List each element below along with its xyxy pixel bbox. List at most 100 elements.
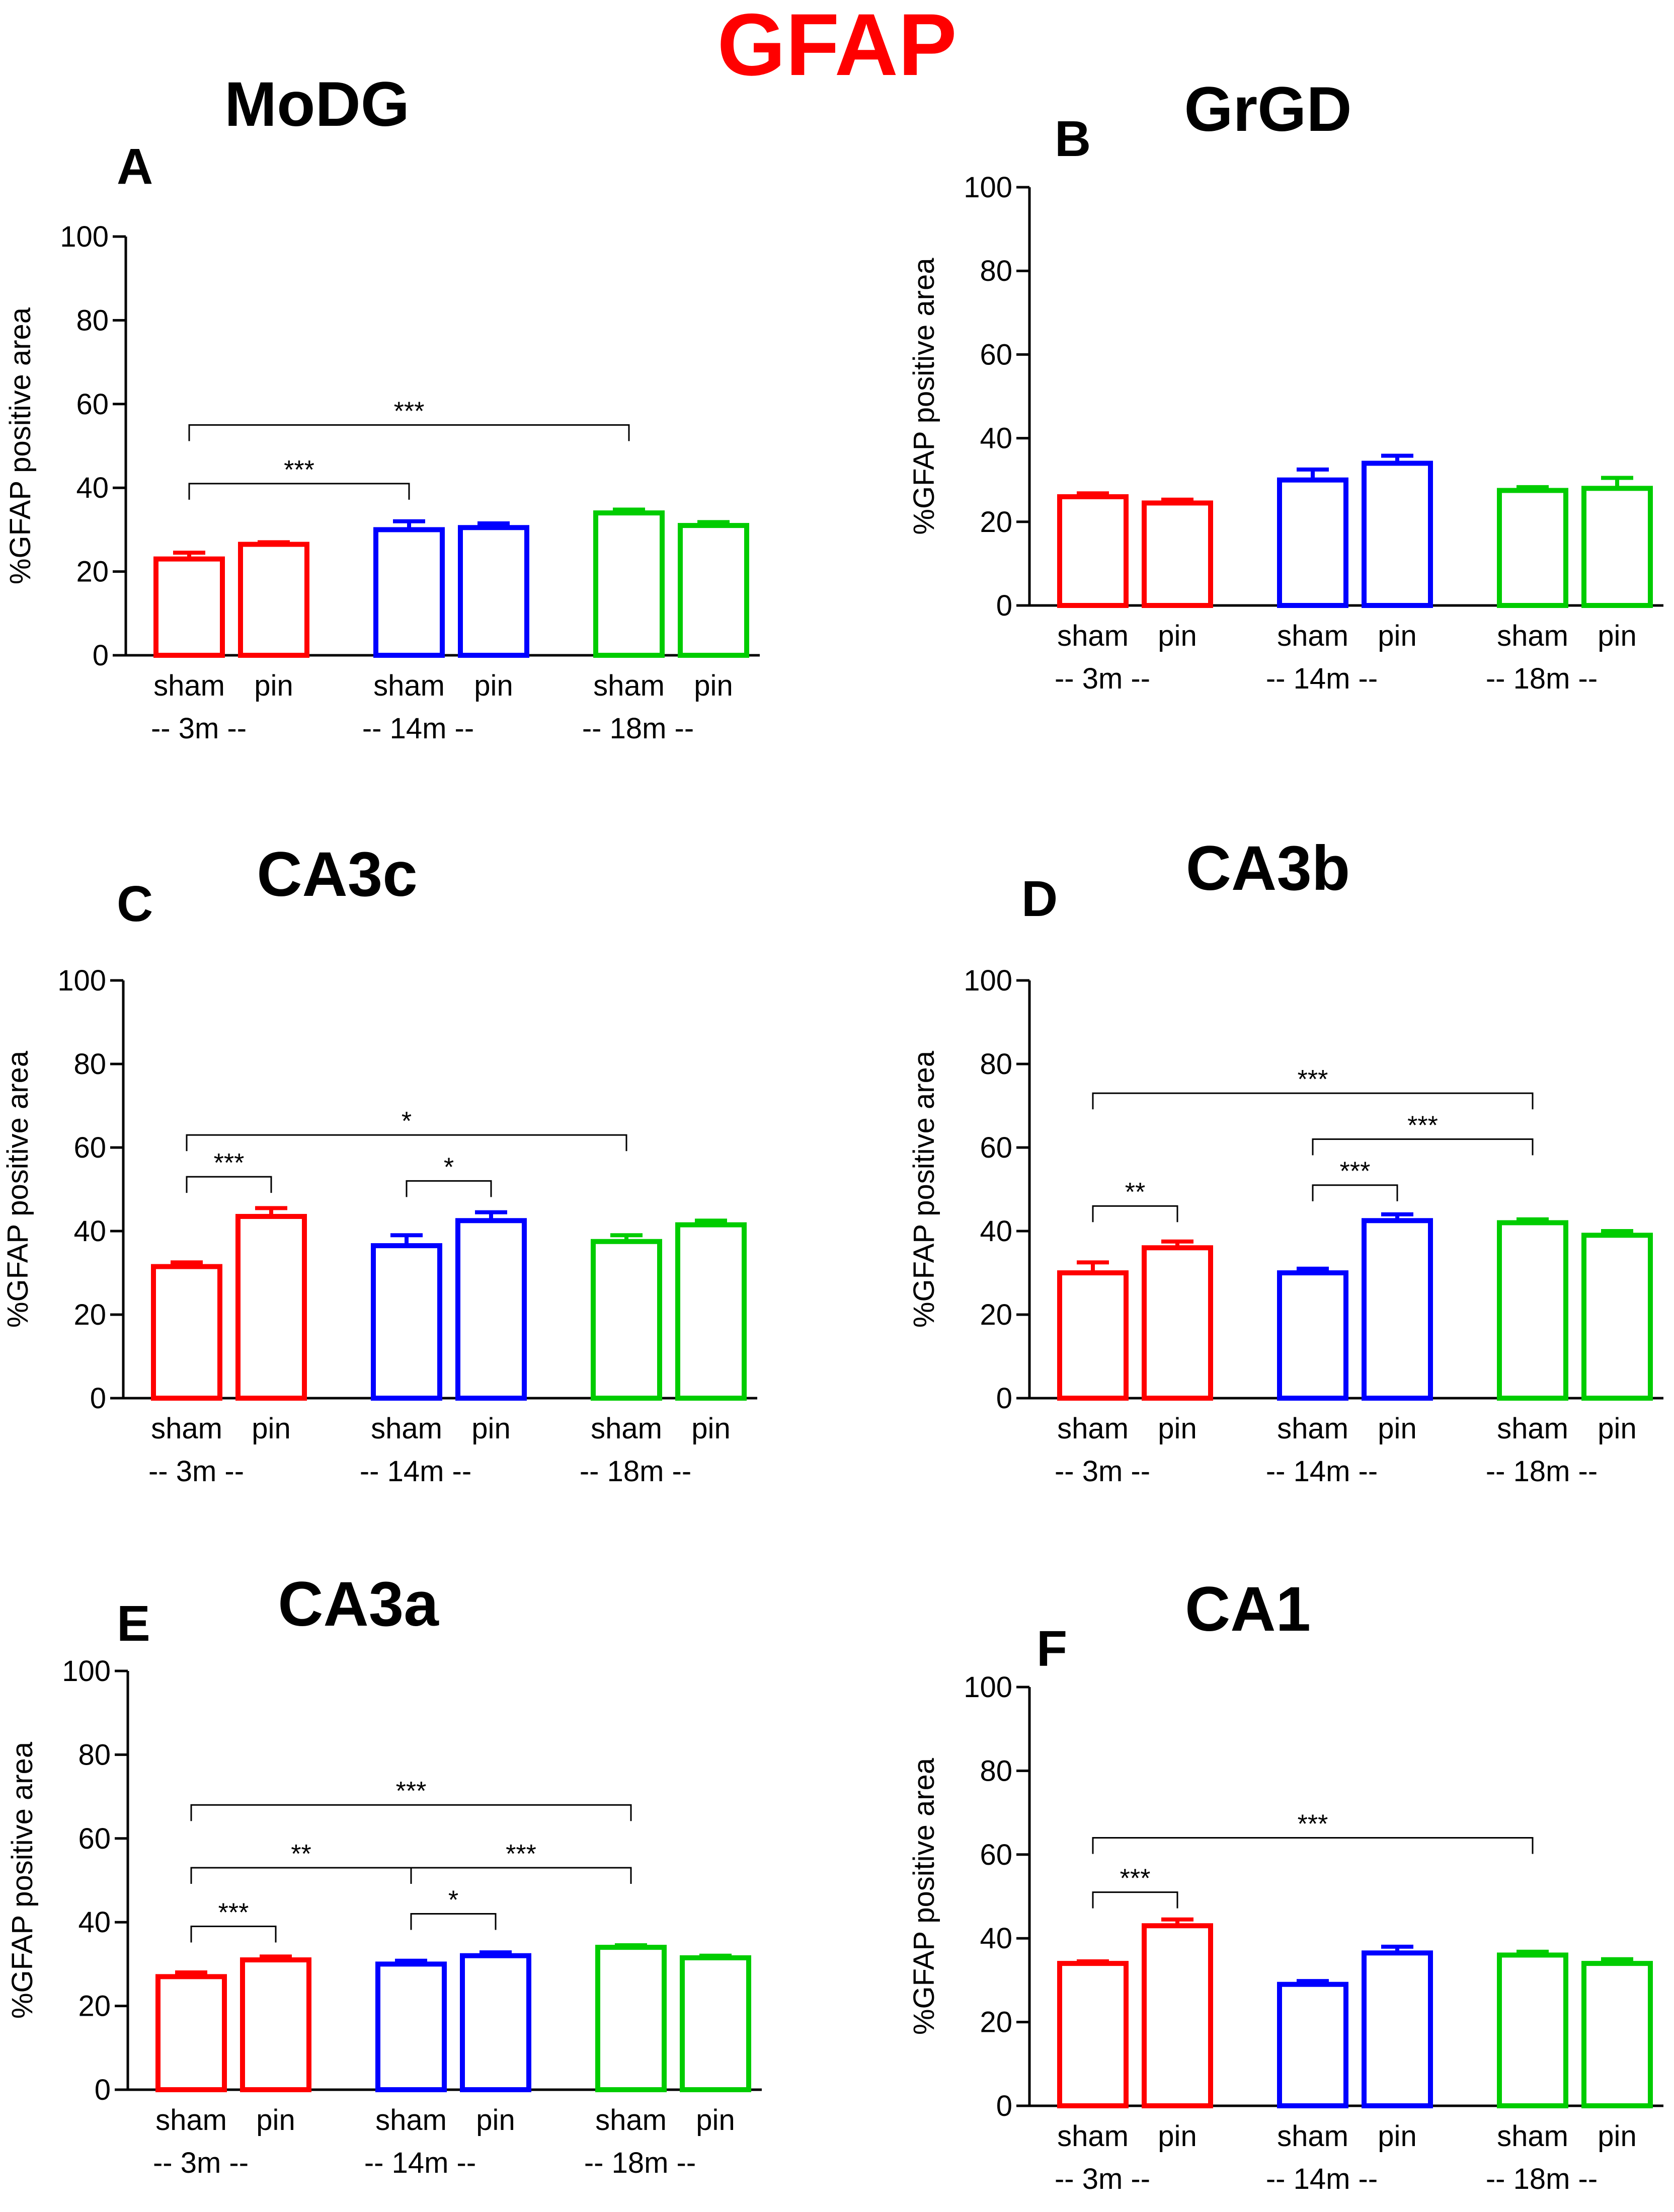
y-tick-label: 20 [980,506,1012,539]
x-tick-label: pin [254,669,293,702]
significance-label: *** [218,1898,249,1928]
significance-bracket [190,1804,632,1821]
group-label: -- 18m -- [1486,662,1598,695]
y-tick-label: 60 [76,388,109,421]
bar [235,1213,307,1401]
panel-letter: C [117,876,153,932]
bar [1277,1981,1348,2108]
significance-label: *** [506,1840,536,1869]
bar [591,1239,662,1401]
group-label: -- 14m -- [364,2147,476,2179]
x-tick-label: pin [476,2104,515,2137]
significance-bracket [188,483,410,500]
x-tick-label: pin [1158,1412,1197,1445]
group-label: -- 3m -- [1055,662,1150,695]
x-tick-label: sham [1497,620,1568,652]
y-axis-label: %GFAP positive area [4,307,37,584]
significance-label: *** [284,455,314,485]
x-tick-label: sham [1277,620,1348,652]
panel-letter: B [1055,111,1091,167]
x-tick-label: sham [1057,2120,1129,2153]
y-tick-label: 80 [980,255,1012,287]
group-label: -- 14m -- [1266,662,1378,695]
significance-label: ** [291,1840,311,1869]
panel-letter: D [1021,871,1058,927]
bar [155,1974,227,2093]
y-tick-label: 60 [980,338,1012,371]
significance-label: *** [1340,1157,1371,1186]
significance-bracket [410,1913,497,1930]
significance-bracket [190,1867,412,1884]
bar [1497,1220,1568,1401]
y-tick-label: 60 [73,1131,106,1164]
significance-bracket [406,1180,492,1197]
x-tick-label: sham [595,2104,667,2137]
significance-label: *** [396,1777,427,1806]
x-tick-label: sham [1497,2120,1568,2153]
group-label: -- 3m -- [1055,2163,1150,2195]
bar [1497,1952,1568,2108]
x-tick-label: pin [1598,620,1636,652]
bar [238,542,309,658]
bar [1581,486,1653,608]
y-tick-label: 20 [73,1299,106,1331]
x-tick-label: pin [691,1412,730,1445]
y-axis-label: %GFAP positive area [908,1050,940,1328]
bar [1142,1923,1213,2108]
significance-label: * [444,1153,454,1182]
chart-panel-b: B GrGD %GFAP positive area 0 20 40 60 80 100 sham… [908,74,1663,695]
bar [595,1945,667,2093]
x-tick-label: pin [471,1412,510,1445]
x-tick-label: sham [1497,1412,1568,1445]
y-tick-label: 100 [57,964,106,997]
bar [455,1218,527,1401]
significance-label: *** [1298,1065,1328,1094]
y-tick-label: 0 [93,639,109,672]
chart-title: CA3c [257,840,418,909]
y-tick-label: 80 [76,304,109,337]
x-tick-label: sham [375,2104,447,2137]
group-label: -- 18m -- [1486,2163,1598,2195]
y-tick-label: 40 [980,422,1012,455]
bar [678,523,749,658]
group-label: -- 14m -- [360,1455,471,1488]
x-tick-label: pin [694,669,733,702]
bar [1581,1233,1653,1401]
significance-bracket [1092,1205,1178,1223]
bar [1362,1218,1433,1401]
x-tick-label: pin [1378,2120,1416,2153]
significance-label: * [448,1886,458,1915]
chart-title: CA3b [1186,833,1350,903]
bar [373,527,445,658]
bar [151,1264,222,1401]
x-tick-label: sham [373,669,445,702]
bar [153,556,225,658]
x-tick-label: pin [1158,620,1197,652]
group-label: -- 18m -- [582,712,694,745]
bar [371,1243,442,1401]
y-tick-label: 40 [980,1215,1012,1248]
y-tick-label: 60 [980,1131,1012,1164]
bar [1362,461,1433,608]
group-label: -- 14m -- [1266,1455,1378,1488]
y-tick-label: 80 [980,1755,1012,1787]
y-tick-label: 0 [95,2074,111,2106]
bar [460,1953,531,2092]
bar [1057,494,1129,608]
bar [375,1961,447,2092]
group-label: -- 18m -- [584,2147,696,2179]
y-tick-label: 80 [73,1048,106,1081]
group-label: -- 3m -- [1055,1455,1150,1488]
bar [1581,1961,1653,2109]
significance-bracket [188,424,630,441]
y-tick-label: 20 [980,1299,1012,1331]
y-tick-label: 0 [996,589,1012,622]
bar [1497,488,1568,608]
panel-letter: E [117,1595,150,1652]
x-tick-label: sham [1057,620,1129,652]
x-tick-label: pin [256,2104,295,2137]
bar [1057,1270,1129,1401]
chart-panel-e: E CA3a %GFAP positive area 0 20 40 60 80 100 sham… [6,1569,762,2179]
bar [1362,1950,1433,2109]
y-tick-label: 100 [964,1671,1012,1704]
